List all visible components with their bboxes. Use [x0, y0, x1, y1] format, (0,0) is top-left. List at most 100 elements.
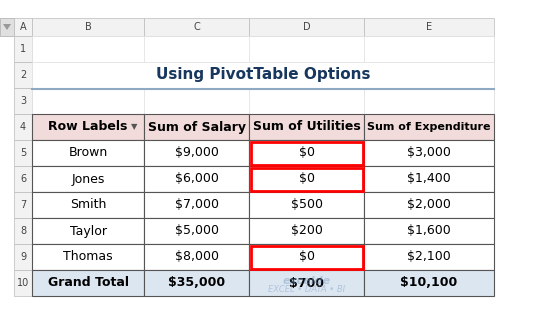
Text: $200: $200	[290, 225, 322, 237]
Bar	[364, 192, 494, 218]
Bar	[249, 218, 364, 244]
Bar	[32, 114, 144, 140]
Bar	[249, 192, 364, 218]
Text: $8,000: $8,000	[174, 251, 218, 263]
Text: Using PivotTable Options: Using PivotTable Options	[156, 68, 370, 83]
Text: $9,000: $9,000	[174, 147, 218, 159]
Bar	[251, 141, 363, 164]
Text: $7,000: $7,000	[174, 198, 218, 212]
Bar	[14, 114, 32, 140]
Bar	[249, 140, 364, 166]
Bar	[249, 192, 364, 218]
Text: $3,000: $3,000	[407, 147, 451, 159]
Text: Taylor: Taylor	[69, 225, 107, 237]
Bar	[32, 62, 144, 88]
Text: 6: 6	[20, 174, 26, 184]
Text: 7: 7	[20, 200, 26, 210]
Bar	[364, 114, 494, 140]
Text: Grand Total: Grand Total	[48, 276, 129, 290]
Bar	[32, 218, 144, 244]
Bar	[144, 166, 249, 192]
Bar	[14, 270, 32, 296]
Bar	[144, 218, 249, 244]
Text: $0: $0	[299, 147, 315, 159]
Bar	[32, 270, 144, 296]
Bar	[364, 140, 494, 166]
Bar	[251, 167, 363, 190]
Bar	[32, 140, 144, 166]
Bar	[364, 140, 494, 166]
Bar	[249, 166, 364, 192]
Text: excelde: excelde	[282, 276, 330, 286]
Text: Sum of Expenditure: Sum of Expenditure	[367, 122, 491, 132]
Bar	[364, 244, 494, 270]
Bar	[249, 88, 364, 114]
Text: $700: $700	[289, 276, 324, 290]
Bar	[144, 244, 249, 270]
Bar	[249, 270, 364, 296]
Bar	[364, 270, 494, 296]
Text: Smith: Smith	[70, 198, 106, 212]
Bar	[364, 166, 494, 192]
Bar	[249, 62, 364, 88]
Bar	[144, 18, 249, 36]
Bar	[14, 192, 32, 218]
Bar	[32, 18, 144, 36]
Text: $0: $0	[299, 251, 315, 263]
Bar	[32, 36, 144, 62]
Text: Brown: Brown	[68, 147, 108, 159]
Bar	[144, 244, 249, 270]
Bar	[32, 166, 144, 192]
Bar	[364, 270, 494, 296]
Bar	[364, 244, 494, 270]
Text: 9: 9	[20, 252, 26, 262]
Polygon shape	[3, 24, 11, 30]
Bar	[144, 270, 249, 296]
Bar	[32, 244, 144, 270]
Bar	[14, 88, 32, 114]
Bar	[14, 166, 32, 192]
Bar	[249, 114, 364, 140]
Text: E: E	[426, 22, 432, 32]
Bar	[251, 245, 363, 268]
Bar	[0, 18, 14, 36]
Text: 3: 3	[20, 96, 26, 106]
Text: 5: 5	[20, 148, 26, 158]
Bar	[144, 62, 249, 88]
Bar	[249, 244, 364, 270]
Text: $500: $500	[290, 198, 323, 212]
Text: B: B	[85, 22, 91, 32]
Text: 2: 2	[20, 70, 26, 80]
Bar	[32, 244, 144, 270]
Bar	[32, 140, 144, 166]
Bar	[144, 140, 249, 166]
Bar	[144, 270, 249, 296]
Bar	[364, 88, 494, 114]
Text: $2,100: $2,100	[407, 251, 451, 263]
Bar	[14, 140, 32, 166]
Bar	[14, 62, 32, 88]
Bar	[32, 270, 144, 296]
Text: $2,000: $2,000	[407, 198, 451, 212]
Bar	[249, 140, 364, 166]
Bar	[32, 88, 144, 114]
Text: $35,000: $35,000	[168, 276, 225, 290]
Bar	[32, 62, 494, 88]
Bar	[364, 218, 494, 244]
Bar	[364, 114, 494, 140]
Bar	[364, 192, 494, 218]
Bar	[249, 270, 364, 296]
Text: D: D	[302, 22, 310, 32]
Bar	[144, 114, 249, 140]
Bar	[144, 114, 249, 140]
Text: 1: 1	[20, 44, 26, 54]
Text: $6,000: $6,000	[174, 172, 218, 186]
Text: 10: 10	[17, 278, 29, 288]
Bar	[14, 218, 32, 244]
Bar	[249, 166, 364, 192]
Text: $10,100: $10,100	[400, 276, 458, 290]
Text: 4: 4	[20, 122, 26, 132]
Bar	[364, 36, 494, 62]
Bar	[249, 218, 364, 244]
Text: Row Labels: Row Labels	[48, 121, 127, 133]
